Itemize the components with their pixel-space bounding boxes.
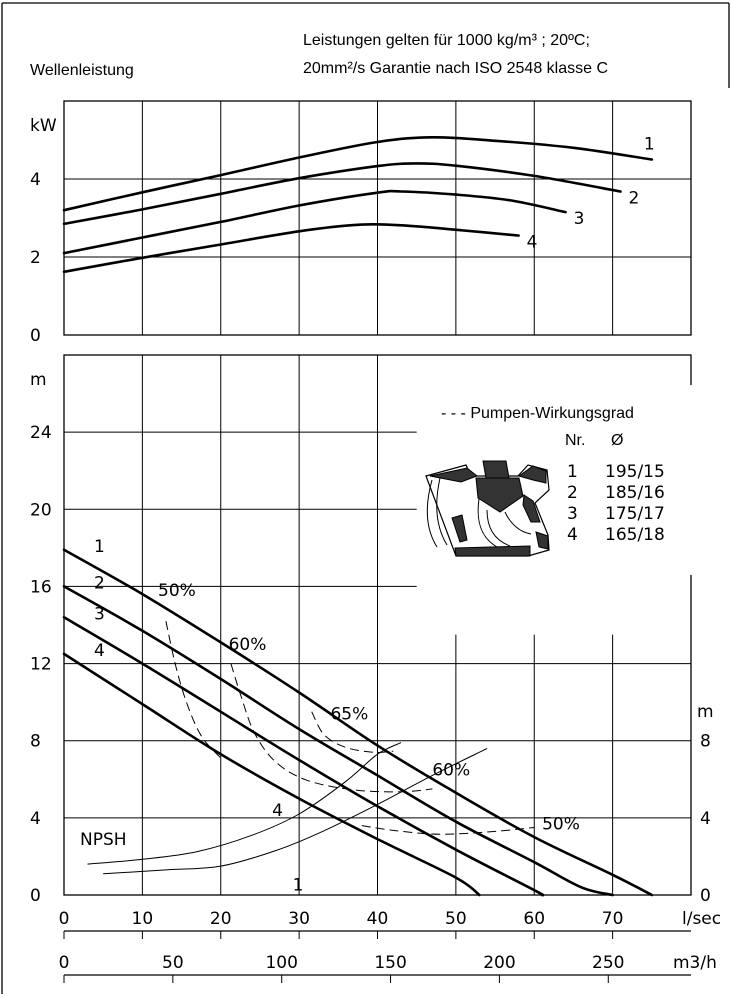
power-curve-label: 1 — [644, 135, 655, 155]
conditions-note-line1: Leistungen gelten für 1000 kg/m³ ; 20ºC; — [303, 32, 590, 49]
power-curve-1 — [62, 135, 654, 212]
impeller-table-header-nr: Nr. — [565, 432, 585, 449]
x-secondary-tick-label: 50 — [162, 953, 184, 973]
efficiency-label: 50% — [542, 814, 580, 834]
head-curve-label: 3 — [94, 604, 105, 624]
impeller-row-nr: 2 — [567, 483, 578, 503]
efficiency-label: 60% — [229, 635, 267, 655]
efficiency-curve — [361, 825, 535, 835]
impeller-row-diameter: 175/17 — [605, 504, 665, 524]
power-curve-3 — [62, 189, 567, 255]
x-secondary-tick-label: 150 — [374, 953, 406, 973]
npsh-label: NPSH — [80, 830, 127, 850]
power-y-tick-labels: 0 2 4 — [30, 170, 41, 346]
efficiency-curve — [165, 620, 222, 759]
npsh-y-tick-label: 8 — [700, 732, 711, 752]
power-curve-4 — [62, 222, 520, 274]
efficiency-labels: 50% 60% 65% 60% 50% — [158, 581, 580, 834]
head-y-tick-label: 12 — [30, 655, 52, 675]
power-curves: 1 2 3 4 — [62, 135, 655, 274]
impeller-row-diameter: 195/15 — [605, 462, 665, 482]
x-primary-tick-label: 40 — [367, 909, 389, 929]
head-y-tick-label: 20 — [30, 500, 52, 520]
npsh-y-tick-label: 4 — [700, 809, 711, 829]
head-curve-label: 4 — [94, 641, 105, 661]
efficiency-curve — [230, 663, 433, 793]
chart-title: Wellenleistung — [30, 62, 134, 79]
head-y-tick-label: 8 — [30, 732, 41, 752]
head-curve-2 — [62, 585, 614, 897]
x-axis-flow-m3h: m3/h 0 50 100 150 200 250 — [59, 953, 717, 983]
npsh-y-tick-label: 0 — [700, 886, 711, 906]
power-chart: 0 2 4 kW 1 2 3 4 — [30, 100, 692, 346]
x-primary-tick-label: 50 — [445, 909, 467, 929]
head-y-tick-label: 16 — [30, 577, 52, 597]
x-axis-primary-unit: l/sec — [682, 909, 721, 929]
power-y-tick-label: 4 — [30, 170, 41, 190]
head-curves: 1 2 3 4 — [62, 537, 654, 897]
power-y-tick-label: 0 — [30, 326, 41, 346]
power-y-axis-label: kW — [30, 116, 57, 136]
power-gridlines — [64, 101, 691, 335]
head-gridlines — [64, 355, 691, 895]
x-secondary-tick-label: 200 — [483, 953, 515, 973]
head-curve-4 — [62, 652, 481, 897]
npsh-curve-label: 1 — [293, 876, 304, 896]
x-primary-tick-label: 10 — [132, 909, 154, 929]
x-secondary-tick-label: 0 — [59, 953, 70, 973]
npsh-curve-4 — [87, 742, 402, 865]
power-curve-label: 4 — [527, 233, 538, 253]
npsh-curve-1 — [103, 747, 488, 875]
head-y-tick-label: 24 — [30, 423, 52, 443]
power-curve-label: 3 — [574, 209, 585, 229]
x-primary-tick-label: 30 — [288, 909, 310, 929]
impeller-row-diameter: 165/18 — [605, 525, 665, 545]
head-y-tick-label: 4 — [30, 809, 41, 829]
head-y-axis-label: m — [30, 370, 47, 390]
npsh-curve-label: 4 — [272, 801, 283, 821]
impeller-row-nr: 1 — [567, 462, 578, 482]
npsh-y-tick-labels: 0 4 8 — [700, 732, 711, 906]
x-secondary-tick-label: 250 — [592, 953, 624, 973]
head-curve-label: 1 — [94, 537, 105, 557]
efficiency-label: 65% — [330, 705, 368, 725]
x-primary-tick-label: 60 — [523, 909, 545, 929]
head-curve-label: 2 — [94, 573, 105, 593]
x-primary-tick-label: 70 — [602, 909, 624, 929]
x-secondary-tick-label: 100 — [265, 953, 297, 973]
impeller-drawing-icon — [425, 460, 550, 557]
x-primary-tick-label: 20 — [210, 909, 232, 929]
npsh-curves: 41 — [87, 742, 488, 896]
conditions-note-line2: 20mm²/s Garantie nach ISO 2548 klasse C — [303, 60, 608, 77]
x-axis-secondary-unit: m3/h — [673, 953, 717, 973]
impeller-table-header-diameter: Ø — [611, 432, 623, 449]
head-y-tick-labels: 0 4 8 12 16 20 24 — [30, 423, 52, 906]
head-y-tick-label: 0 — [30, 886, 41, 906]
power-y-tick-label: 2 — [30, 248, 41, 268]
head-curve-3 — [62, 616, 545, 897]
power-curve-label: 2 — [628, 188, 639, 208]
impeller-row-nr: 3 — [567, 504, 578, 524]
x-primary-tick-label: 0 — [59, 909, 70, 929]
impeller-table: 1 195/15 2 185/16 3 175/17 4 165/18 — [567, 462, 665, 545]
head-curve-1 — [62, 548, 654, 897]
npsh-y-axis-label: m — [697, 702, 714, 722]
power-curve-2 — [62, 162, 622, 226]
efficiency-label: 50% — [158, 581, 196, 601]
efficiency-legend: - - - Pumpen-Wirkungsgrad — [441, 405, 634, 422]
efficiency-label: 60% — [432, 760, 470, 780]
impeller-row-diameter: 185/16 — [605, 483, 665, 503]
impeller-row-nr: 4 — [567, 525, 578, 545]
x-axis-flow-lsec: l/sec 0 10 20 30 40 50 60 70 — [59, 909, 721, 939]
